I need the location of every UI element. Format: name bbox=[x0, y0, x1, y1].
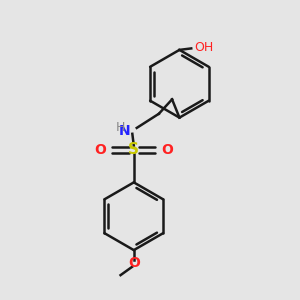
Text: O: O bbox=[161, 143, 173, 157]
Text: H: H bbox=[116, 122, 125, 134]
Text: N: N bbox=[119, 124, 131, 138]
Text: O: O bbox=[94, 143, 106, 157]
Text: O: O bbox=[128, 256, 140, 270]
Text: OH: OH bbox=[194, 41, 213, 54]
Text: S: S bbox=[128, 142, 139, 158]
